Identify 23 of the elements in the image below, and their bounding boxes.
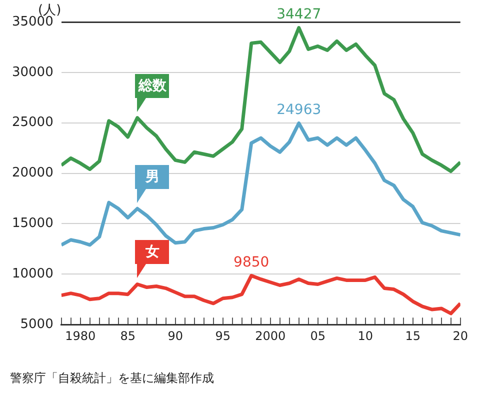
y-tick-label: 5000	[20, 316, 54, 332]
y-tick-label: 30000	[12, 64, 54, 80]
y-tick-label: 15000	[12, 216, 54, 232]
series-label: 女	[135, 240, 170, 264]
data-label: 9850	[234, 254, 270, 270]
y-tick-label: 25000	[12, 115, 54, 130]
x-tick-label: 05	[310, 328, 326, 343]
text: 警察庁「自殺統計」を基に編集部作成	[10, 371, 214, 385]
x-tick-label: 2000	[255, 328, 286, 343]
y-tick-label: 10000	[12, 266, 54, 282]
y-tick-label: 35000	[12, 14, 54, 30]
y-tick-label: 20000	[12, 166, 54, 181]
x-tick-label: 10	[358, 328, 374, 343]
x-tick-label: 1980	[65, 328, 96, 343]
series-label: 総数	[135, 74, 170, 98]
data-label: 24963	[276, 102, 322, 118]
x-tick-label: 20	[452, 328, 468, 343]
x-tick-label: 85	[120, 328, 136, 343]
data-label: 34427	[276, 6, 322, 22]
series-label: 男	[135, 164, 170, 189]
x-tick-label: 90	[168, 328, 183, 343]
x-tick-label: 95	[215, 328, 230, 343]
x-tick-label: 15	[405, 328, 421, 343]
